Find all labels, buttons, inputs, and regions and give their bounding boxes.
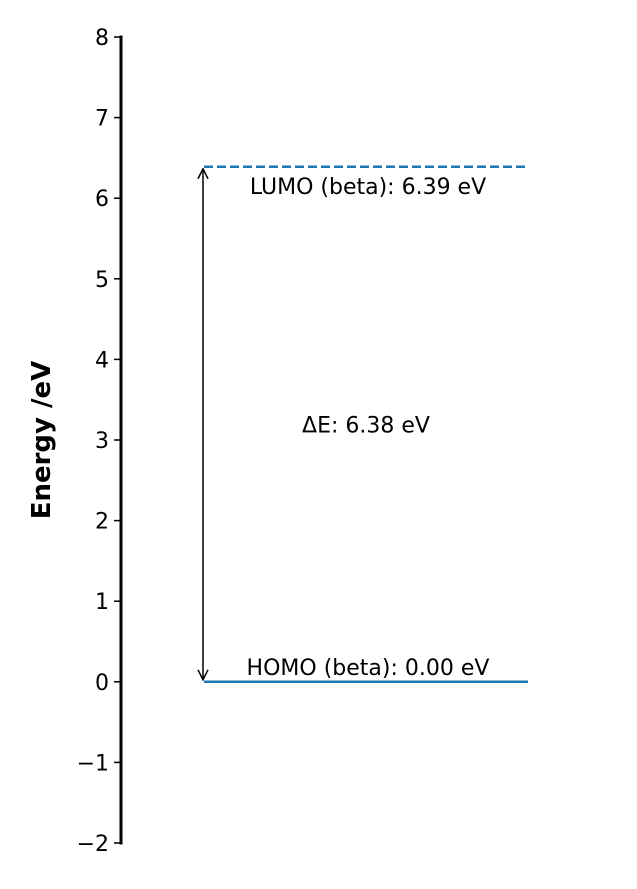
gap-label: ΔE: 6.38 eV (302, 413, 430, 438)
y-tick-label: −1 (77, 751, 109, 776)
energy-level-label: HOMO (beta): 0.00 eV (247, 656, 490, 681)
y-tick-label: 1 (95, 590, 109, 615)
y-tick-label: 0 (95, 671, 109, 696)
y-tick-label: 5 (95, 268, 109, 293)
y-tick-label: 4 (95, 348, 109, 373)
y-ticks: −2 −1 0 1 2 3 4 5 6 7 8 (77, 26, 121, 857)
y-axis-label: Energy /eV (27, 361, 57, 520)
y-tick-label: 6 (95, 187, 109, 212)
y-tick-label: 8 (95, 26, 109, 51)
y-tick-label: 3 (95, 429, 109, 454)
energy-levels: HOMO (beta): 0.00 eV LUMO (beta): 6.39 eV (204, 165, 528, 684)
y-tick-label: 7 (95, 107, 109, 132)
y-tick-label: 2 (95, 510, 109, 535)
y-tick-label: −2 (77, 832, 109, 857)
energy-level-label: LUMO (beta): 6.39 eV (250, 175, 486, 200)
